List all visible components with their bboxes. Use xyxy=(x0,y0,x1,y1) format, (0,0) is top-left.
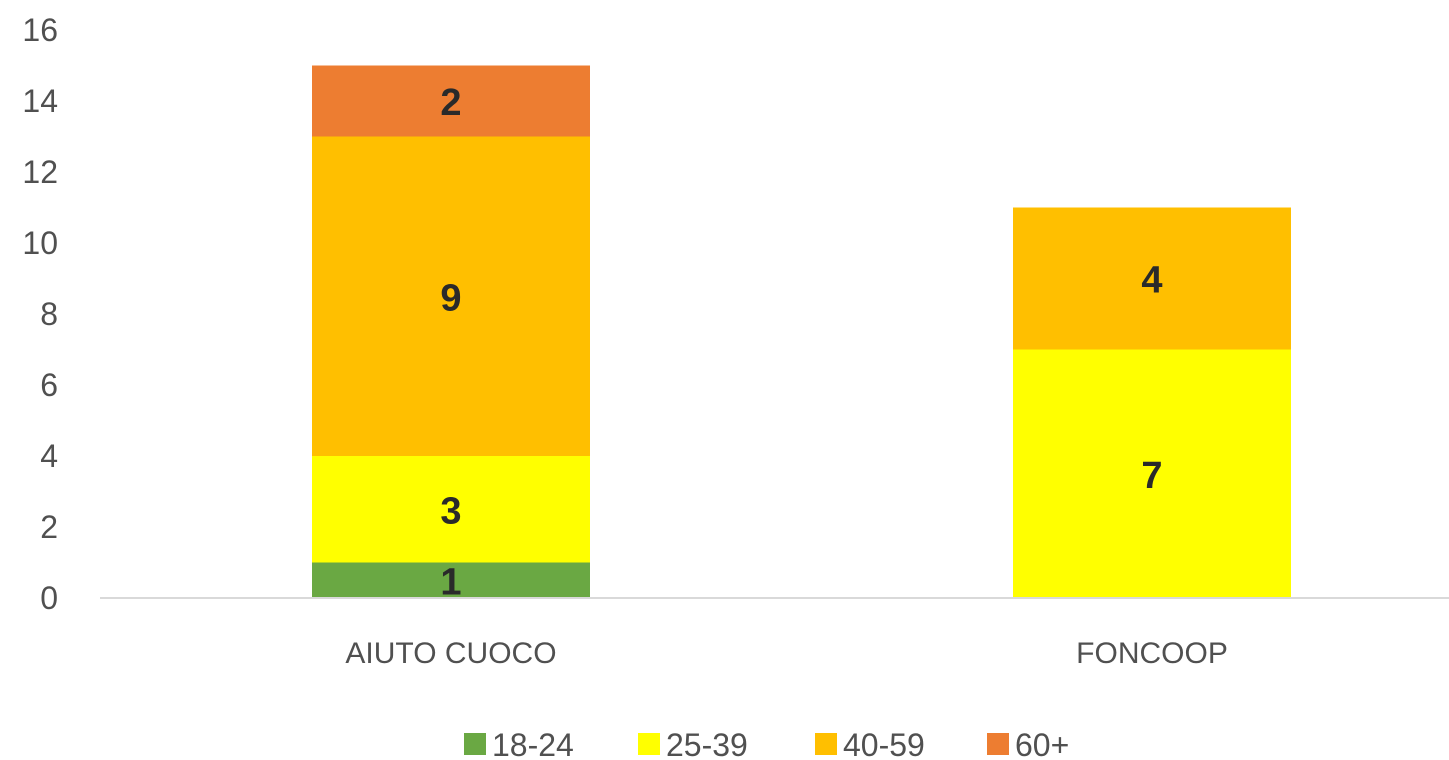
y-tick-label: 6 xyxy=(40,367,58,403)
bar-segment xyxy=(312,136,590,456)
bar-segment xyxy=(1013,207,1291,350)
data-label: 1 xyxy=(440,561,461,603)
y-tick-label: 2 xyxy=(40,509,58,545)
legend: 18-24 25-39 40-59 60+ xyxy=(464,727,1069,760)
x-category-label: AIUTO CUOCO xyxy=(345,637,556,670)
legend-label: 18-24 xyxy=(492,727,574,760)
legend-label: 40-59 xyxy=(843,727,925,760)
bar-segment xyxy=(1013,349,1291,598)
y-tick-label: 16 xyxy=(22,12,58,48)
data-labels: 1 3 9 2 7 4 xyxy=(440,82,1162,603)
bar-segment xyxy=(312,65,590,137)
data-label: 2 xyxy=(440,82,461,124)
legend-label: 60+ xyxy=(1015,727,1069,760)
legend-swatch xyxy=(815,733,837,755)
bar-segment xyxy=(312,456,590,563)
bar-segment xyxy=(312,562,590,598)
legend-label: 25-39 xyxy=(666,727,748,760)
y-tick-label: 14 xyxy=(22,83,58,119)
y-tick-label: 0 xyxy=(40,580,58,616)
bar-stacks xyxy=(312,65,1291,598)
data-label: 4 xyxy=(1141,260,1162,302)
y-tick-label: 8 xyxy=(40,296,58,332)
y-tick-label: 4 xyxy=(40,438,58,474)
legend-swatch xyxy=(464,733,486,755)
x-axis-categories: AIUTO CUOCO FONCOOP xyxy=(345,637,1227,670)
y-tick-label: 12 xyxy=(22,154,58,190)
data-label: 7 xyxy=(1141,455,1162,497)
data-label: 3 xyxy=(440,490,461,532)
data-label: 9 xyxy=(440,277,461,319)
y-axis-ticks: 0 2 4 6 8 10 12 14 16 xyxy=(22,12,58,616)
y-tick-label: 10 xyxy=(22,225,58,261)
legend-swatch xyxy=(987,733,1009,755)
legend-swatch xyxy=(638,733,660,755)
x-category-label: FONCOOP xyxy=(1076,637,1228,670)
